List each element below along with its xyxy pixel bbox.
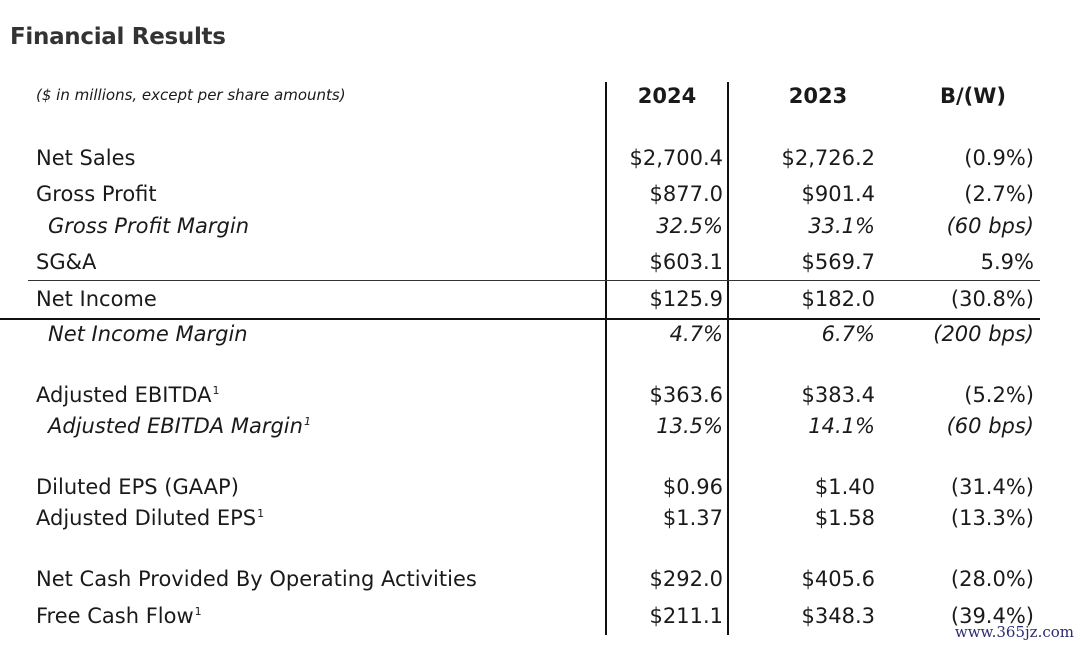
value-bw: (2.7%)	[964, 182, 1034, 206]
header-2024: 2024	[637, 84, 697, 108]
value-2024: $1.37	[662, 506, 723, 530]
row-label: Diluted EPS (GAAP)	[36, 475, 239, 499]
value-2024: $292.0	[649, 567, 723, 591]
value-2024: $125.9	[649, 287, 723, 311]
value-2023: $569.7	[801, 250, 875, 274]
value-2023: $348.3	[801, 604, 875, 628]
footnote-marker: 1	[194, 605, 202, 618]
row-label: Net Income	[36, 287, 157, 311]
row-label: Net Cash Provided By Operating Activitie…	[36, 567, 477, 591]
row-label: SG&A	[36, 250, 97, 274]
row-label-text: Free Cash Flow	[36, 604, 194, 628]
value-2023: $901.4	[801, 182, 875, 206]
value-bw: (31.4%)	[950, 475, 1034, 499]
row-label: Free Cash Flow1	[36, 604, 202, 628]
value-2023: 6.7%	[821, 322, 875, 346]
table-row: Gross Profit Margin 32.5% 33.1% (60 bps)	[0, 214, 1080, 244]
value-bw: 5.9%	[980, 250, 1034, 274]
column-divider-left	[605, 82, 607, 635]
row-label-text: Adjusted EBITDA	[36, 383, 212, 407]
value-2024: $0.96	[662, 475, 723, 499]
value-2024: 4.7%	[669, 322, 723, 346]
value-2023: 14.1%	[808, 414, 875, 438]
value-bw: (39.4%)	[950, 604, 1034, 628]
header-2023: 2023	[788, 84, 848, 108]
row-label: Net Sales	[36, 146, 136, 170]
value-bw: (60 bps)	[946, 414, 1034, 438]
watermark-text: www.365jz.com	[954, 623, 1074, 641]
value-bw: (0.9%)	[964, 146, 1034, 170]
value-2023: $383.4	[801, 383, 875, 407]
table-row: Net Income $125.9 $182.0 (30.8%)	[0, 287, 1080, 317]
row-label-text: Adjusted EBITDA Margin	[48, 414, 303, 438]
table-row: Adjusted EBITDA Margin1 13.5% 14.1% (60 …	[0, 414, 1080, 444]
value-2023: $182.0	[801, 287, 875, 311]
header-bw: B/(W)	[939, 84, 1007, 108]
value-bw: (200 bps)	[933, 322, 1034, 346]
row-label: Adjusted EBITDA Margin1	[48, 414, 311, 438]
table-rule-below-net-income	[0, 318, 1040, 320]
value-2023: $2,726.2	[781, 146, 875, 170]
table-row: Adjusted Diluted EPS1 $1.37 $1.58 (13.3%…	[0, 506, 1080, 536]
table-row: Net Income Margin 4.7% 6.7% (200 bps)	[0, 322, 1080, 352]
column-divider-right	[727, 82, 729, 635]
footnote-marker: 1	[212, 384, 220, 397]
row-label: Adjusted EBITDA1	[36, 383, 219, 407]
units-note: ($ in millions, except per share amounts…	[36, 86, 346, 104]
row-label: Gross Profit Margin	[48, 214, 250, 238]
table-row: Diluted EPS (GAAP) $0.96 $1.40 (31.4%)	[0, 475, 1080, 505]
footnote-marker: 1	[303, 415, 311, 428]
value-2024: 13.5%	[656, 414, 723, 438]
value-2024: 32.5%	[656, 214, 723, 238]
value-bw: (5.2%)	[964, 383, 1034, 407]
table-row: Net Sales $2,700.4 $2,726.2 (0.9%)	[0, 146, 1080, 176]
value-2024: $877.0	[649, 182, 723, 206]
row-label-text: Adjusted Diluted EPS	[36, 506, 257, 530]
value-bw: (28.0%)	[950, 567, 1034, 591]
value-2024: $2,700.4	[629, 146, 723, 170]
table-rule-above-net-income	[28, 280, 1040, 281]
table-row: Free Cash Flow1 $211.1 $348.3 (39.4%)	[0, 604, 1080, 634]
value-2024: $603.1	[649, 250, 723, 274]
value-2023: $405.6	[801, 567, 875, 591]
value-2023: 33.1%	[808, 214, 875, 238]
footnote-marker: 1	[257, 507, 265, 520]
value-2024: $363.6	[649, 383, 723, 407]
value-bw: (30.8%)	[950, 287, 1034, 311]
table-row: Gross Profit $877.0 $901.4 (2.7%)	[0, 182, 1080, 212]
row-label: Adjusted Diluted EPS1	[36, 506, 264, 530]
table-row: SG&A $603.1 $569.7 5.9%	[0, 250, 1080, 280]
value-2023: $1.58	[814, 506, 875, 530]
value-bw: (60 bps)	[946, 214, 1034, 238]
table-row: Net Cash Provided By Operating Activitie…	[0, 567, 1080, 597]
value-2023: $1.40	[814, 475, 875, 499]
page-title: Financial Results	[10, 24, 226, 50]
row-label: Gross Profit	[36, 182, 157, 206]
row-label: Net Income Margin	[48, 322, 248, 346]
value-2024: $211.1	[649, 604, 723, 628]
table-row: Adjusted EBITDA1 $363.6 $383.4 (5.2%)	[0, 383, 1080, 413]
value-bw: (13.3%)	[950, 506, 1034, 530]
